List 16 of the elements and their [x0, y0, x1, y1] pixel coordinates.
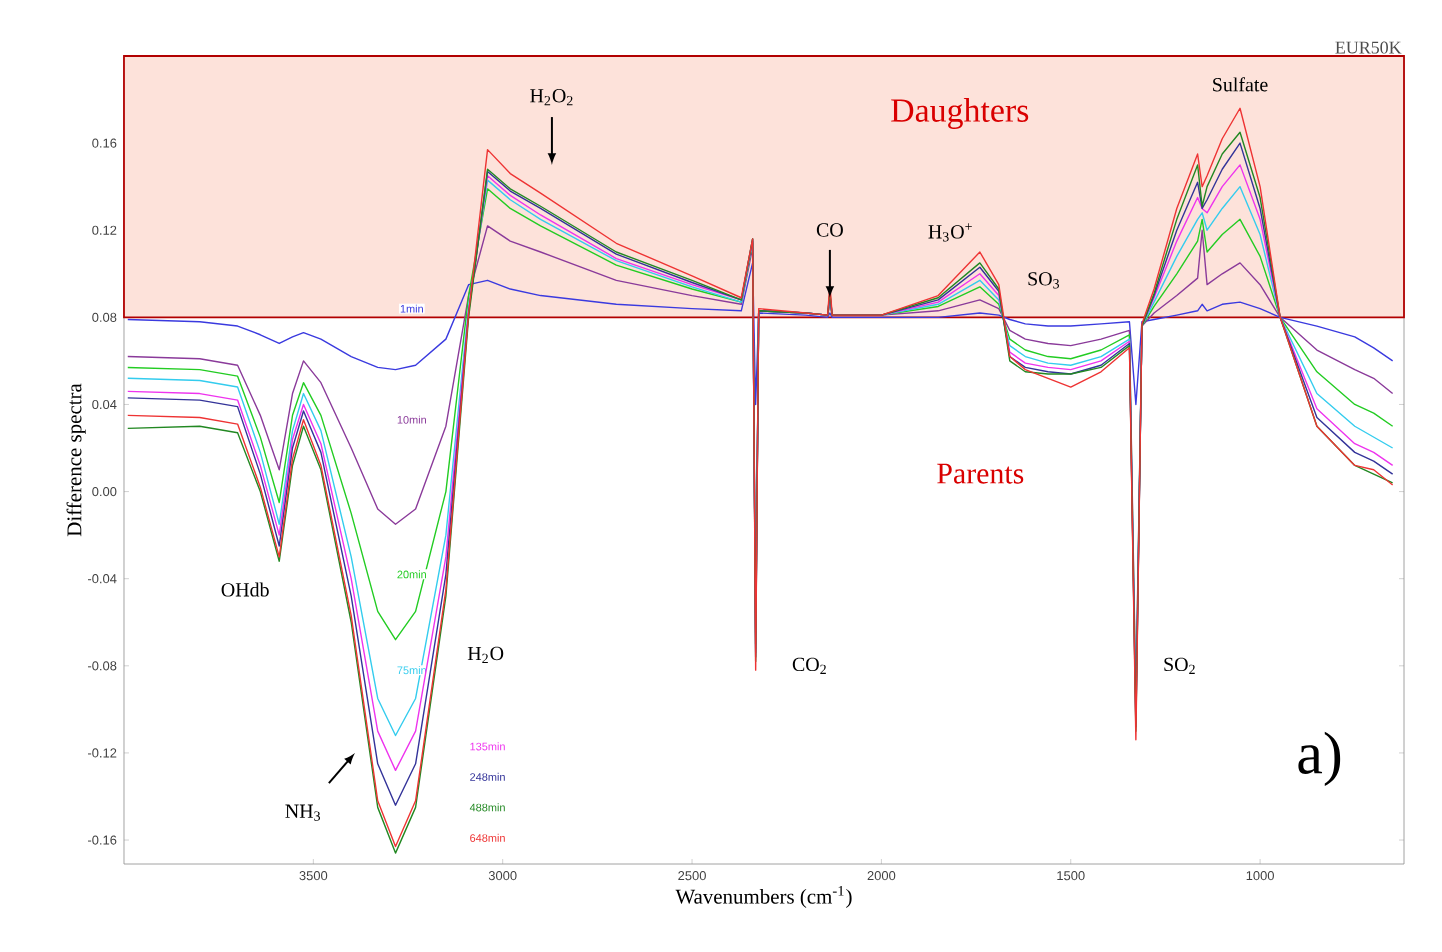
- annotation: SO$_{2}$: [1164, 657, 1195, 674]
- annotation: SO$_{3}$: [1028, 272, 1060, 289]
- annotation: NH$_{3}$: [285, 804, 321, 821]
- band-label: Daughters: [891, 98, 1029, 129]
- annotation: CO$_{2}$: [792, 657, 826, 674]
- annotation: Parents: [937, 463, 1024, 484]
- text: EUR50K: [1335, 41, 1402, 54]
- annotation: OHdb: [221, 582, 269, 597]
- x-axis-title: Wavenumbers (cm$^{-1}$): [675, 885, 852, 908]
- annotation: Sulfate: [1213, 77, 1268, 92]
- annotation: a): [1298, 731, 1341, 787]
- y-axis-title: Difference spectra: [66, 383, 86, 537]
- annotation: CO: [816, 223, 843, 237]
- annotation: H$_{3}$O$^{+}$: [928, 223, 972, 242]
- annotation: H$_{2}$O: [467, 646, 504, 664]
- annotation: H$_{2}$O$_{2}$: [530, 89, 573, 106]
